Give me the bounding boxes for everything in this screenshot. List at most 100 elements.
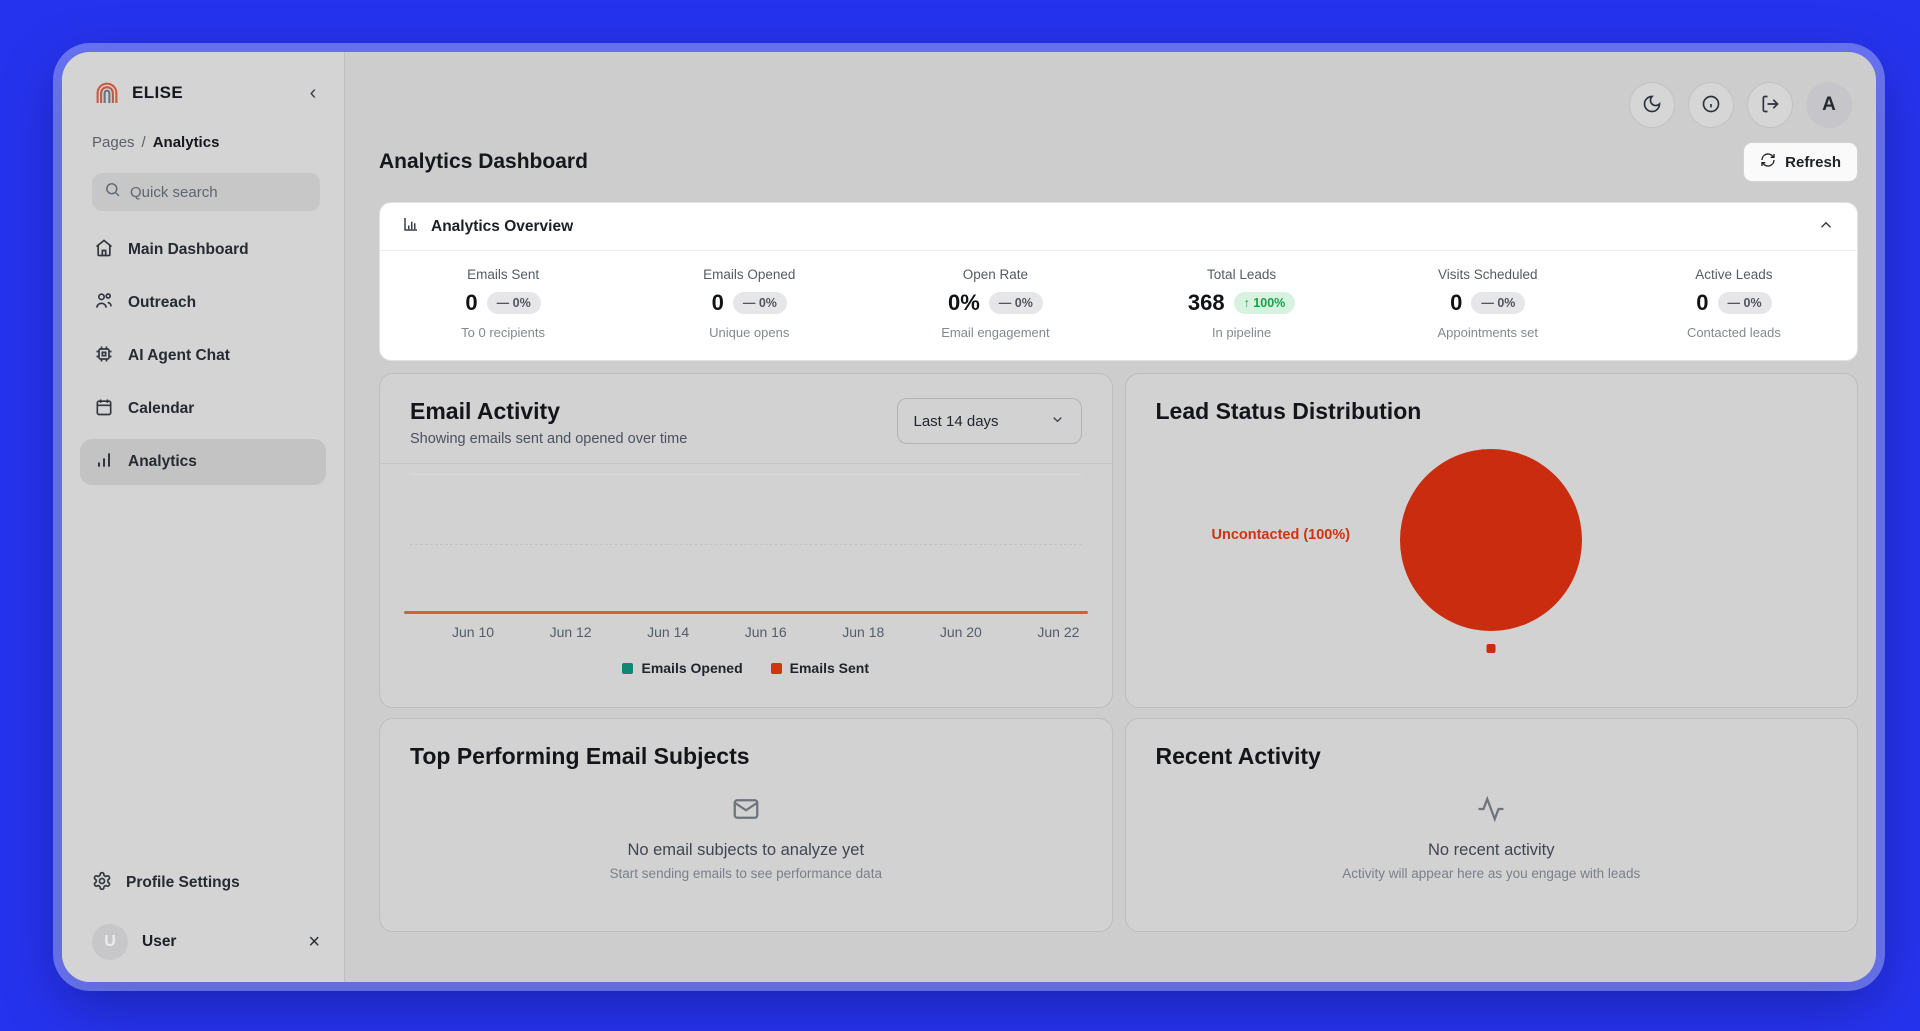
stat-trend-badge: — 0% <box>732 292 787 314</box>
x-tick: Jun 12 <box>549 624 592 640</box>
x-tick: Jun 22 <box>1037 624 1080 640</box>
stat-trend-badge: — 0% <box>988 292 1043 314</box>
legend-label: Emails Sent <box>789 660 870 676</box>
date-range-value: Last 14 days <box>913 412 999 430</box>
stat-open-rate: Open Rate 0% — 0% Email engagement <box>872 267 1118 340</box>
sidebar-item-analytics[interactable]: Analytics <box>80 439 326 485</box>
stat-label: Active Leads <box>1695 267 1773 282</box>
lead-status-title: Lead Status Distribution <box>1155 398 1422 424</box>
profile-settings-label: Profile Settings <box>126 874 240 891</box>
sidebar-item-label: Outreach <box>128 294 197 311</box>
logout-icon <box>1760 94 1780 117</box>
stat-value: 0 <box>711 290 724 315</box>
logo-row: ELISE <box>92 78 320 108</box>
overview-collapse-button[interactable] <box>1817 216 1835 237</box>
main-content: A Analytics Dashboard Refresh Analytics … <box>345 52 1876 982</box>
sidebar-item-ai-agent-chat[interactable]: AI Agent Chat <box>80 333 326 379</box>
close-icon: × <box>308 930 320 953</box>
dark-mode-button[interactable] <box>1629 82 1675 128</box>
pie-slice-label: Uncontacted (100%) <box>1211 527 1351 543</box>
overview-title: Analytics Overview <box>431 217 574 235</box>
user-name: User <box>142 933 177 950</box>
sidebar-item-profile-settings[interactable]: Profile Settings <box>92 860 320 906</box>
stat-value: 0% <box>947 290 980 315</box>
app-window: ELISE ‹ Pages / Analytics Main Dashboard… <box>62 52 1876 982</box>
column-chart-icon <box>402 215 420 238</box>
breadcrumb-parent[interactable]: Pages <box>92 134 135 151</box>
email-activity-title: Email Activity <box>410 398 560 424</box>
home-icon <box>94 238 114 263</box>
top-subjects-empty-title: No email subjects to analyze yet <box>627 841 865 859</box>
x-tick: Jun 14 <box>647 624 690 640</box>
sidebar-item-label: Main Dashboard <box>128 241 249 258</box>
email-activity-chart <box>404 464 1088 614</box>
legend-swatch <box>622 662 634 674</box>
stat-label: Total Leads <box>1207 267 1277 282</box>
breadcrumb: Pages / Analytics <box>92 134 320 151</box>
sidebar-item-calendar[interactable]: Calendar <box>80 386 326 432</box>
x-tick: Jun 16 <box>744 624 787 640</box>
cards-grid: Email Activity Showing emails sent and o… <box>379 373 1858 932</box>
refresh-icon <box>1760 152 1776 172</box>
stat-total-leads: Total Leads 368 ↑ 100% In pipeline <box>1119 267 1365 340</box>
stat-label: Emails Sent <box>467 267 540 282</box>
email-activity-card: Email Activity Showing emails sent and o… <box>379 373 1113 708</box>
gear-icon <box>92 871 112 896</box>
logout-button[interactable] <box>1747 82 1793 128</box>
date-range-select[interactable]: Last 14 days <box>896 398 1082 444</box>
moon-icon <box>1642 94 1662 117</box>
refresh-button[interactable]: Refresh <box>1743 142 1858 182</box>
page-header: Analytics Dashboard Refresh <box>379 142 1858 182</box>
overview-header: Analytics Overview <box>380 203 1857 251</box>
stat-trend-badge: ↑ 100% <box>1233 292 1296 314</box>
users-icon <box>94 291 114 316</box>
recent-activity-empty-state: No recent activity Activity will appear … <box>1156 794 1828 881</box>
chevron-left-icon: ‹ <box>309 82 317 104</box>
lead-status-card: Lead Status Distribution Uncontacted (10… <box>1124 373 1858 708</box>
search-input[interactable] <box>130 183 308 201</box>
recent-activity-card: Recent Activity No recent activity Activ… <box>1124 718 1858 932</box>
analytics-overview-panel: Analytics Overview Emails Sent 0 — 0% To 0 … <box>379 202 1858 361</box>
sidebar-item-label: Analytics <box>128 453 197 470</box>
stat-sublabel: Contacted leads <box>1686 325 1781 340</box>
stat-active-leads: Active Leads 0 — 0% Contacted leads <box>1611 267 1857 340</box>
stat-value: 0 <box>1450 290 1463 315</box>
email-activity-header: Email Activity Showing emails sent and o… <box>410 398 1082 447</box>
chart-legend: Emails Opened Emails Sent <box>410 660 1082 676</box>
user-row[interactable]: U User × <box>92 924 320 982</box>
page-title: Analytics Dashboard <box>379 150 588 173</box>
stat-trend-badge: — 0% <box>1717 292 1772 314</box>
calendar-icon <box>94 397 114 422</box>
stat-label: Open Rate <box>962 267 1029 282</box>
top-subjects-card: Top Performing Email Subjects No email s… <box>379 718 1113 932</box>
app-name: ELISE <box>132 83 184 102</box>
x-tick: Jun 20 <box>939 624 982 640</box>
user-close-button[interactable]: × <box>308 931 320 954</box>
recent-activity-empty-title: No recent activity <box>1427 841 1555 859</box>
refresh-label: Refresh <box>1785 153 1841 171</box>
user-menu-avatar[interactable]: A <box>1806 82 1852 128</box>
stat-sublabel: Email engagement <box>941 325 1050 340</box>
info-button[interactable] <box>1688 82 1734 128</box>
sidebar-item-outreach[interactable]: Outreach <box>80 280 326 326</box>
legend-label: Emails Opened <box>641 660 743 676</box>
x-tick: Jun 10 <box>452 624 495 640</box>
quick-search[interactable] <box>92 173 320 211</box>
sidebar-collapse-button[interactable]: ‹ <box>298 78 328 108</box>
recent-activity-title: Recent Activity <box>1155 743 1321 769</box>
overview-stats: Emails Sent 0 — 0% To 0 recipients Emails Op… <box>380 251 1857 360</box>
stat-trend-badge: — 0% <box>1471 292 1526 314</box>
breadcrumb-current: Analytics <box>152 134 220 151</box>
top-subjects-title: Top Performing Email Subjects <box>410 743 750 769</box>
chevron-down-icon <box>1050 412 1065 431</box>
elise-logo-icon <box>92 78 122 108</box>
stat-label: Emails Opened <box>703 267 796 282</box>
stat-visits-scheduled: Visits Scheduled 0 — 0% Appointments set <box>1365 267 1611 340</box>
legend-item-emails-sent: Emails Sent <box>770 660 870 676</box>
stat-value: 0 <box>465 290 478 315</box>
legend-swatch <box>770 662 782 674</box>
envelope-icon <box>731 799 761 828</box>
gridline <box>410 474 1082 475</box>
sidebar-item-label: Calendar <box>128 400 195 417</box>
sidebar-item-main-dashboard[interactable]: Main Dashboard <box>80 227 326 273</box>
